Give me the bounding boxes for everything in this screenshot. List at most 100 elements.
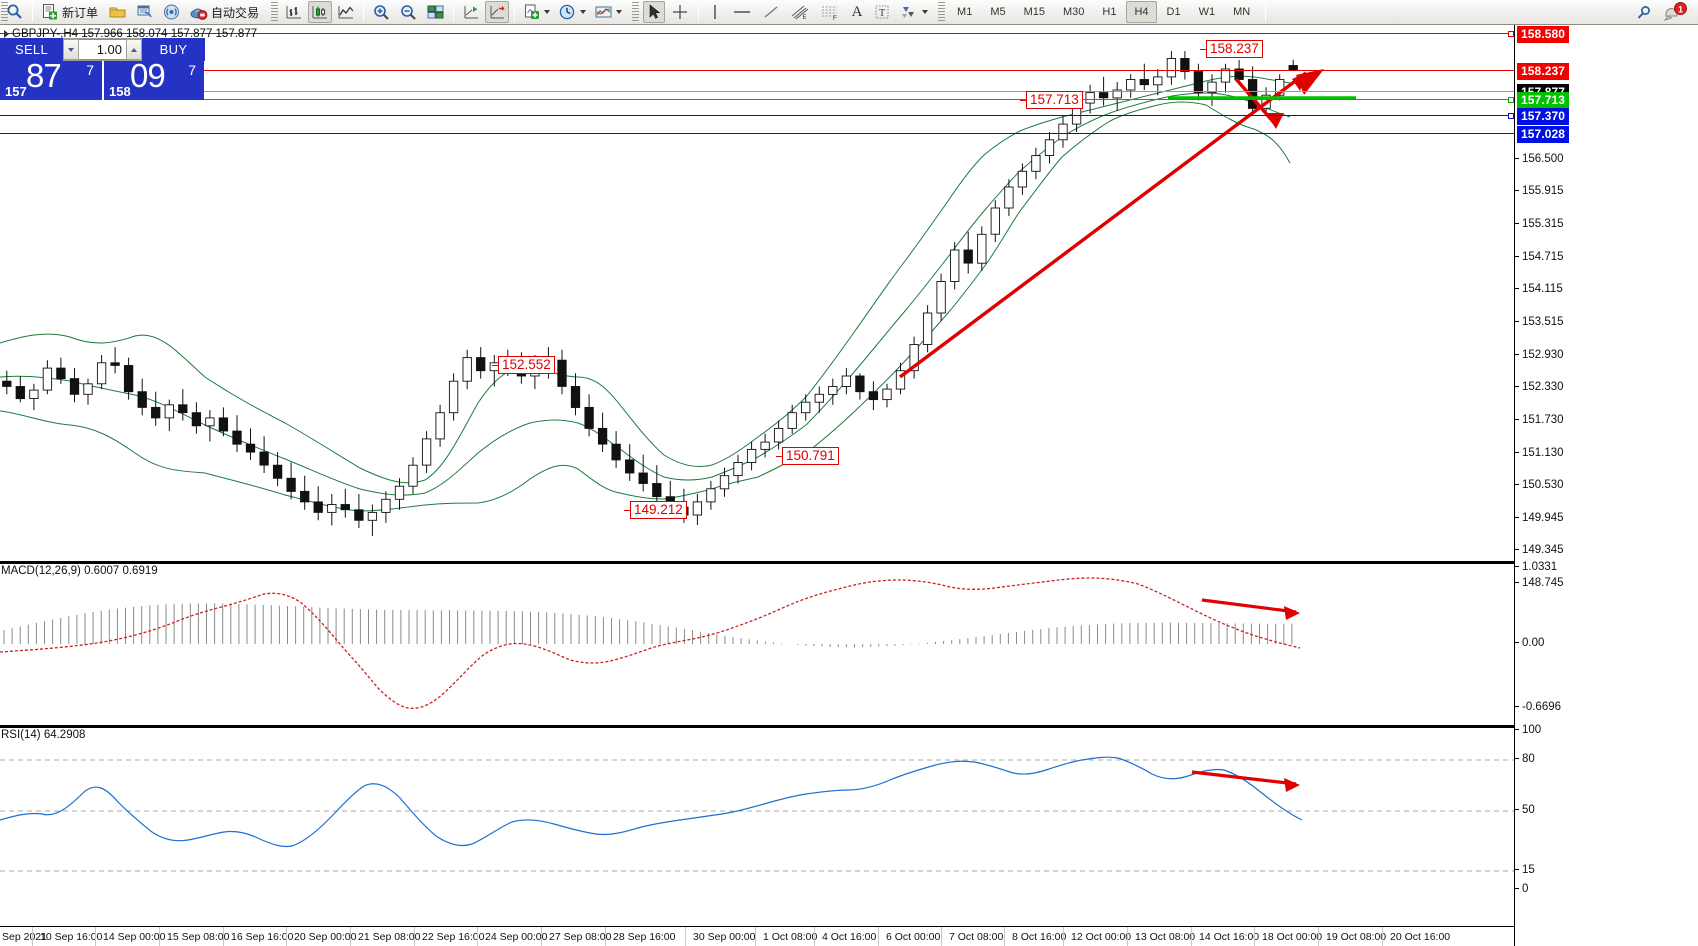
chevron-down-icon[interactable] [544, 10, 551, 14]
chevron-down-icon-4[interactable] [922, 10, 929, 14]
hline-157-370[interactable] [0, 113, 1514, 119]
line-chart-button[interactable] [334, 1, 358, 23]
one-click-trading-panel[interactable]: SELL 1.00 BUY 157 87 7 158 09 7 [0, 38, 205, 100]
macd-divergence-arrow[interactable] [1201, 598, 1300, 620]
sell-button[interactable]: SELL [0, 38, 63, 61]
new-chart-button[interactable] [520, 1, 553, 23]
candle-body [300, 490, 310, 503]
time-axis-separator [414, 927, 415, 946]
hline-icon [734, 11, 751, 13]
hline-handle-157-370[interactable] [1508, 113, 1514, 119]
price-axis[interactable]: 158.580 158.237 157.877 157.713 157.370 … [1514, 25, 1698, 946]
price-tag-157-713[interactable]: 157.713 [1020, 91, 1083, 109]
axis-badge-157-713[interactable]: 157.713 [1517, 92, 1570, 109]
toolbar-grip[interactable] [1, 2, 8, 22]
bar-chart-button[interactable] [282, 1, 306, 23]
timeframe-m5[interactable]: M5 [982, 1, 1013, 23]
axis-badge-157-370[interactable]: 157.370 [1517, 108, 1570, 125]
text-button[interactable]: A [846, 1, 868, 23]
chart-shift-button[interactable] [459, 1, 483, 23]
chevron-down-icon-3[interactable] [616, 10, 623, 14]
terminal-icon[interactable] [3, 1, 27, 23]
objects-button[interactable] [896, 1, 931, 23]
hline-158-237[interactable] [0, 70, 1514, 71]
time-axis-label: 28 Sep 16:00 [613, 931, 676, 943]
hline-158-580[interactable] [0, 31, 1514, 37]
time-axis-separator [878, 927, 879, 946]
new-order-button[interactable]: 新订单 [38, 1, 103, 23]
candlestick-chart-button[interactable] [308, 1, 333, 23]
price-tag-150-791[interactable]: 150.791 [776, 447, 839, 465]
auto-scroll-button[interactable] [485, 1, 510, 23]
volume-increment-button[interactable] [126, 39, 142, 60]
price-tag-158-237[interactable]: 158.237 [1200, 40, 1263, 58]
folder-button[interactable] [105, 1, 130, 23]
price-tag-149-212[interactable]: 149.212 [624, 501, 687, 519]
zoom-out-button[interactable] [396, 1, 421, 23]
signals-icon [164, 4, 180, 20]
hline-handle-158-580[interactable] [1508, 31, 1514, 37]
equidistant-channel-button[interactable]: E [786, 1, 814, 23]
rsi-divergence-arrow[interactable] [1191, 770, 1300, 792]
timeframe-h1[interactable]: H1 [1094, 1, 1124, 23]
price-axis-tick: 155.915 [1515, 185, 1564, 197]
time-axis-label: 21 Sep 08:00 [358, 931, 421, 943]
data-window-button[interactable] [132, 1, 157, 23]
timeframe-m15[interactable]: M15 [1016, 1, 1053, 23]
axis-badge-157-028[interactable]: 157.028 [1517, 126, 1570, 143]
collapse-arrow-icon[interactable] [4, 29, 9, 38]
fibonacci-button[interactable]: F [816, 1, 844, 23]
hline-button[interactable] [728, 1, 756, 23]
candle-body [1139, 79, 1149, 86]
timeframe-m1[interactable]: M1 [949, 1, 980, 23]
hline-157-713[interactable] [0, 97, 1514, 103]
indicators-button[interactable] [591, 1, 625, 23]
period-icon [559, 4, 575, 20]
timeframe-h4[interactable]: H4 [1126, 1, 1157, 23]
auto-trading-button[interactable]: 自动交易 [186, 1, 262, 23]
vline-button[interactable] [704, 1, 726, 23]
trendline-button[interactable] [758, 1, 784, 23]
rsi-pane[interactable]: RSI(14) 64.2908 [0, 728, 1514, 926]
crosshair-button[interactable] [667, 1, 693, 23]
chevron-down-icon-2[interactable] [580, 10, 587, 14]
candle-body [584, 406, 594, 429]
downtrend-arrow-annotation[interactable] [1234, 77, 1284, 129]
search-button[interactable] [1631, 2, 1657, 24]
period-button[interactable] [555, 1, 589, 23]
buy-button[interactable]: BUY [142, 38, 205, 61]
time-axis-separator [350, 927, 351, 946]
macd-pane[interactable]: MACD(12,26,9) 0.6007 0.6919 [0, 564, 1514, 726]
axis-badge-158-237[interactable]: 158.237 [1517, 63, 1570, 80]
uptrend-arrow-annotation[interactable] [898, 69, 1324, 379]
timeframe-m30[interactable]: M30 [1055, 1, 1092, 23]
volume-decrement-button[interactable] [63, 39, 79, 60]
hline-157-028[interactable] [0, 133, 1514, 134]
candle-body [638, 472, 648, 484]
timeframe-w1[interactable]: W1 [1191, 1, 1224, 23]
time-axis-separator [1063, 927, 1064, 946]
toolbar-grip-4[interactable] [938, 2, 946, 22]
price-tag-152-552[interactable]: 152.552 [492, 356, 555, 374]
timeframe-mn[interactable]: MN [1225, 1, 1258, 23]
candle-body [354, 509, 364, 521]
volume-input[interactable]: 1.00 [79, 39, 126, 60]
timeframe-d1[interactable]: D1 [1159, 1, 1189, 23]
cursor-button[interactable] [643, 1, 666, 23]
toolbar-grip-3[interactable] [632, 2, 640, 22]
sell-price-display[interactable]: 157 87 7 [0, 61, 102, 100]
chart-canvas[interactable]: GBPJPY-,H4 157.966 158.074 157.877 157.8… [0, 25, 1698, 946]
axis-badge-158-580[interactable]: 158.580 [1517, 26, 1570, 43]
zoom-in-button[interactable] [369, 1, 394, 23]
time-axis[interactable]: Sep 2021 10 Sep 16:00 14 Sep 00:00 15 Sep 0… [0, 926, 1514, 946]
price-axis-tick: 154.715 [1515, 251, 1564, 263]
time-axis-label: 20 Sep 00:00 [294, 931, 357, 943]
text-label-button[interactable]: T [870, 1, 894, 23]
hline-handle-157-713[interactable] [1508, 97, 1514, 103]
notifications-button[interactable]: 1 [1659, 2, 1691, 24]
tile-windows-button[interactable] [423, 1, 448, 23]
toolbar-grip-2[interactable] [271, 2, 279, 22]
signals-button[interactable] [159, 1, 184, 23]
buy-price-display[interactable]: 158 09 7 [102, 61, 204, 100]
volume-stepper[interactable]: 1.00 [63, 38, 142, 61]
